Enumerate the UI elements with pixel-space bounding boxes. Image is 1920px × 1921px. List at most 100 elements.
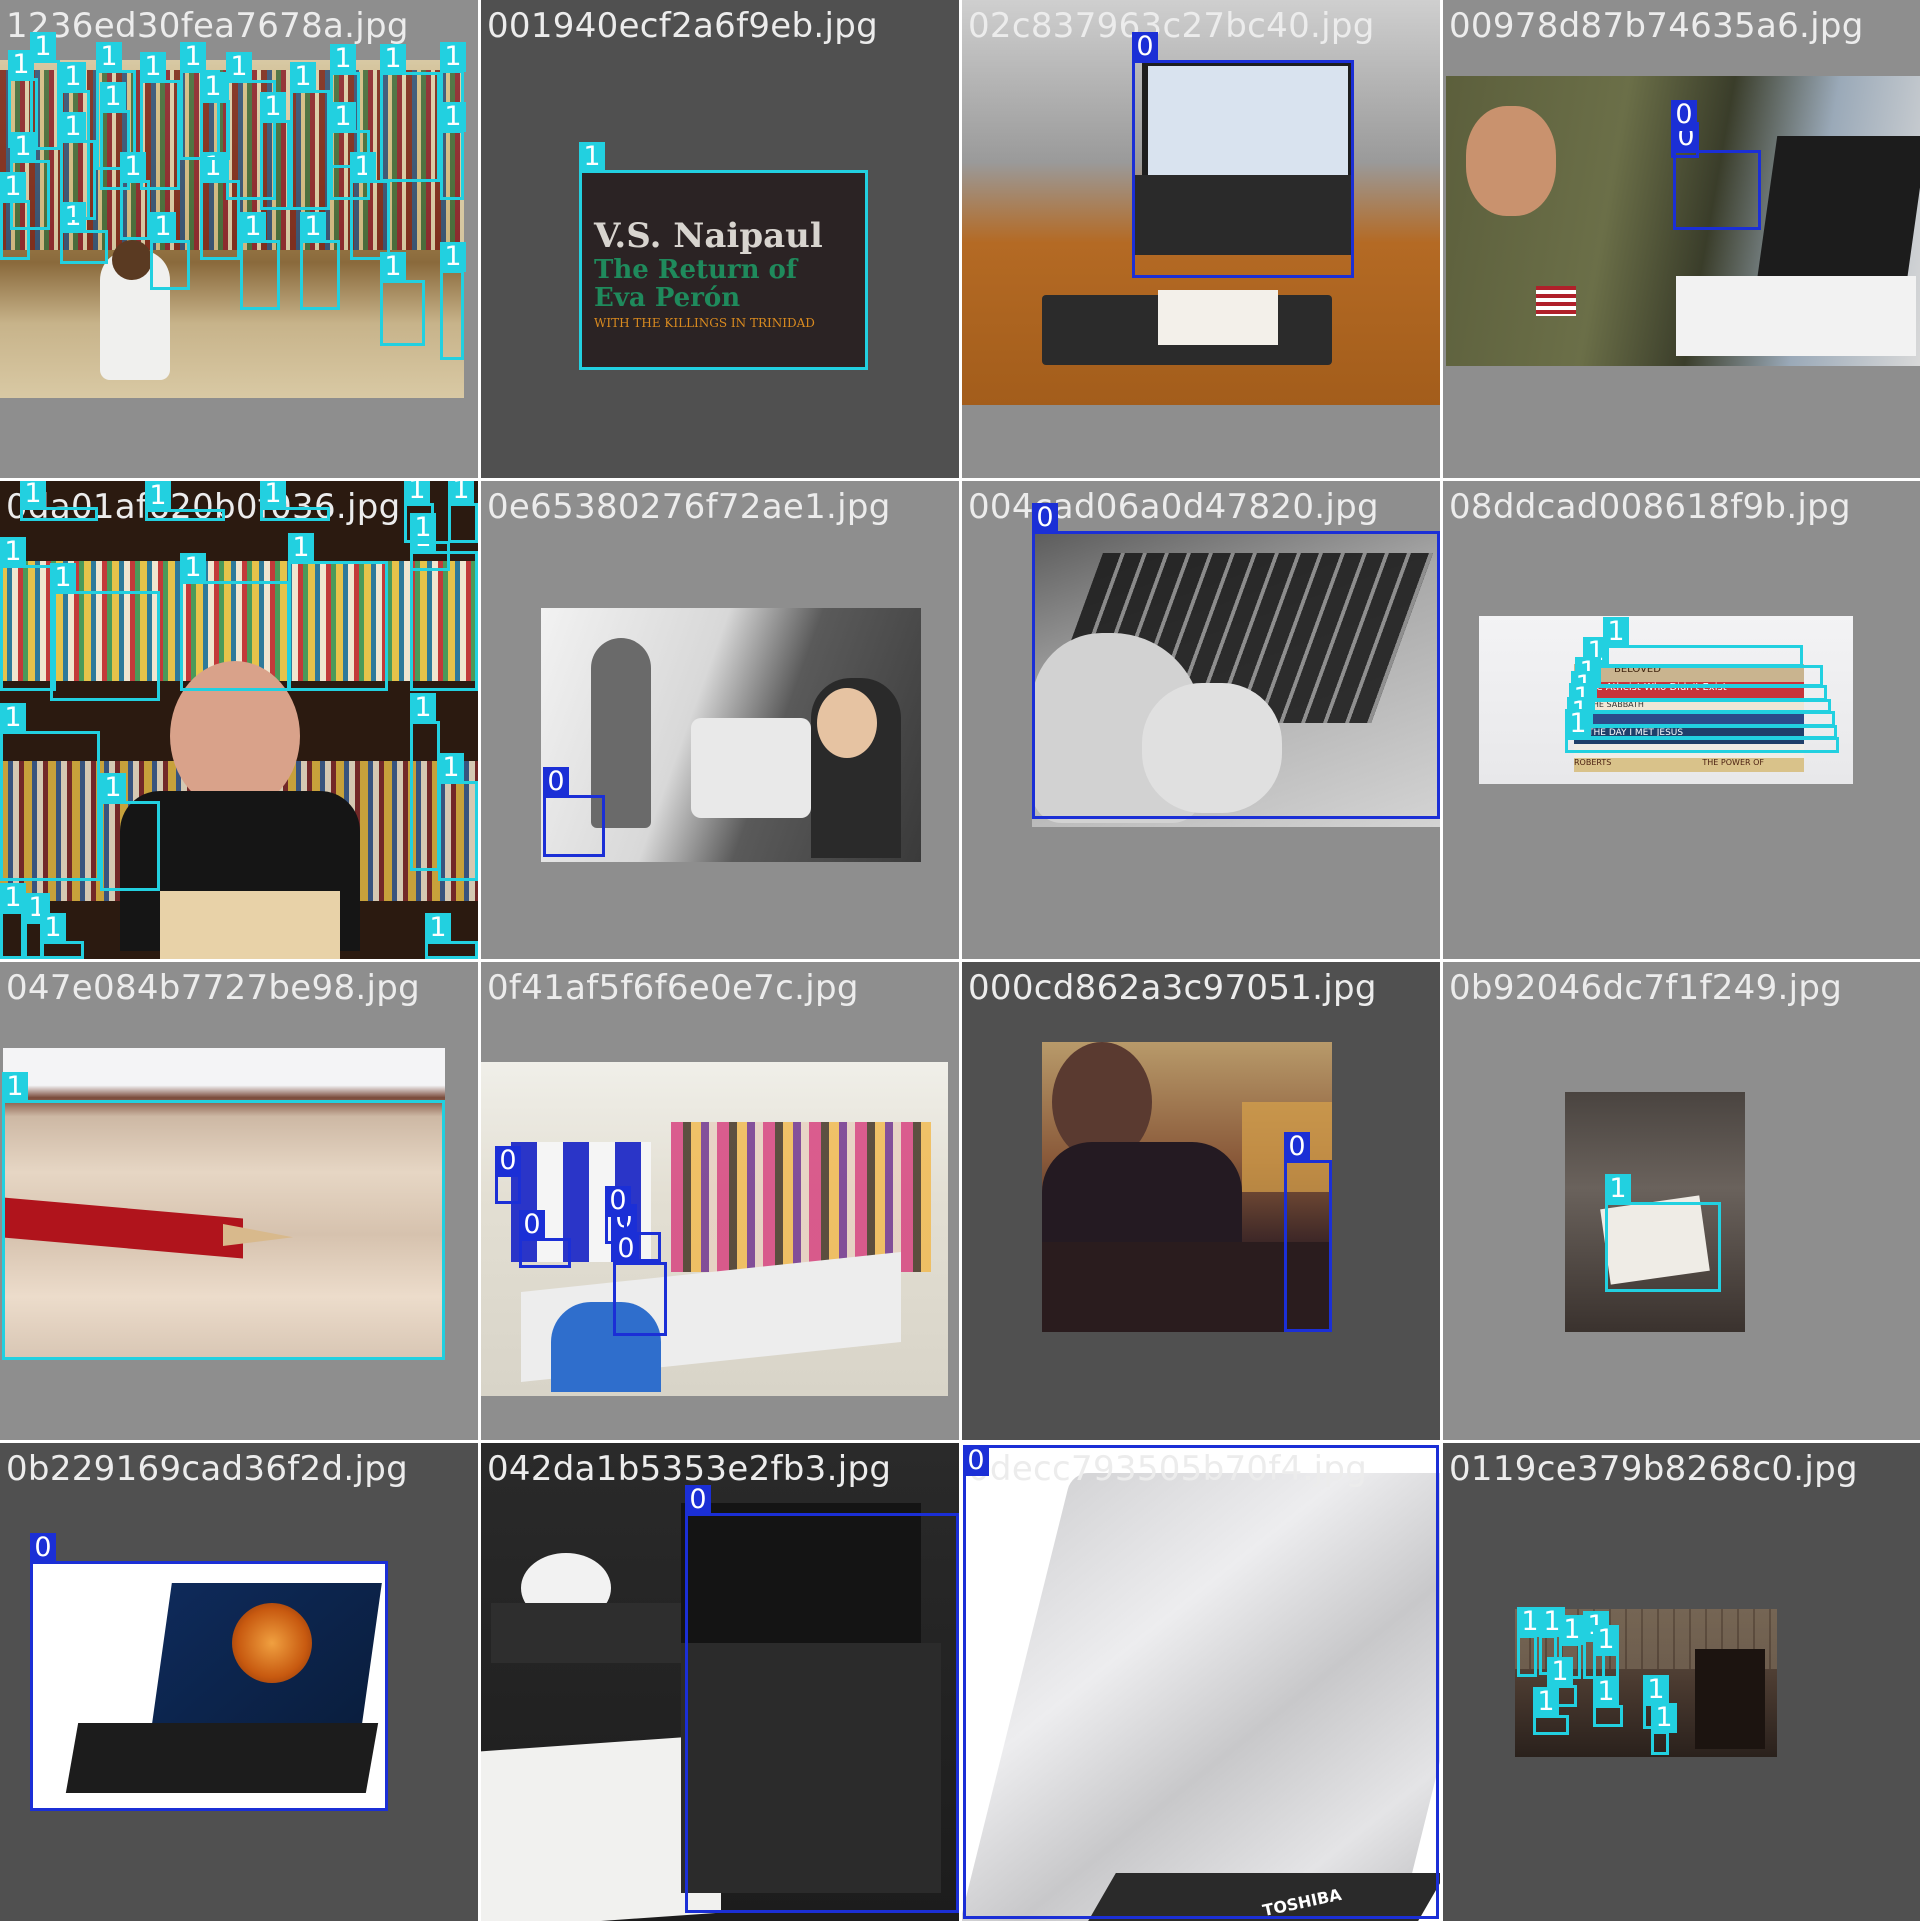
tile[interactable]: 042da1b5353e2fb3.jpg 0 xyxy=(481,1443,959,1921)
class-label: 1 xyxy=(0,883,26,913)
filename: 004cad06a0d47820.jpg xyxy=(968,487,1379,527)
tile[interactable]: 1236ed30fea7678a.jpg 1 1 1 1 1 1 1 1 1 1… xyxy=(0,0,478,478)
class-label: 0 xyxy=(495,1146,521,1176)
photo-hands-keyboard xyxy=(1032,533,1440,827)
filename: 0119ce379b8268c0.jpg xyxy=(1449,1449,1858,1489)
class-label: 1 xyxy=(440,242,466,272)
book-spine: THE POWER OF xyxy=(1702,758,1764,767)
bbox-class-0: 0 xyxy=(543,767,605,857)
bbox-class-1: 1 xyxy=(440,242,466,360)
class-label: 1 xyxy=(440,42,466,72)
class-label: 1 xyxy=(1593,1625,1619,1655)
class-label: 1 xyxy=(96,42,122,72)
class-label: 0 xyxy=(613,1234,639,1264)
photo-laptop-router xyxy=(481,1443,959,1921)
book-spine: BELOVED xyxy=(1574,664,1804,682)
class-label: 1 xyxy=(579,142,605,172)
tile[interactable]: TOSHIBA 0decc793505b70f4.jpg 0 xyxy=(962,1443,1440,1921)
filename: 0decc793505b70f4.jpg xyxy=(968,1449,1368,1489)
tile[interactable]: 0119ce379b8268c0.jpg 1 1 1 1 1 1 1 1 1 1 xyxy=(1443,1443,1920,1921)
bbox-class-1: 1 xyxy=(1565,709,1839,753)
class-label: 1 xyxy=(410,693,436,723)
bbox-class-1: 1 xyxy=(30,32,60,150)
bbox-class-1: 1 xyxy=(50,563,160,701)
bbox-class-0: 0 xyxy=(613,1234,667,1336)
book-subtitle: WITH THE KILLINGS IN TRINIDAD xyxy=(594,315,815,330)
class-label: 1 xyxy=(448,481,474,505)
class-label: 0 xyxy=(1671,100,1697,130)
tile[interactable]: V.S. Naipaul The Return of Eva Perón WIT… xyxy=(481,0,959,478)
bbox-class-1: 1 xyxy=(150,212,190,290)
photo-speaker-bookstore xyxy=(0,481,478,959)
class-label: 0 xyxy=(1032,503,1058,533)
bbox-class-1: 1 xyxy=(410,523,478,691)
class-label: 1 xyxy=(1651,1703,1677,1733)
class-label: 1 xyxy=(200,72,226,102)
bbox-class-1: 1 xyxy=(145,481,225,521)
tile[interactable]: 000cd862a3c97051.jpg 0 xyxy=(962,962,1440,1440)
class-label: 1 xyxy=(100,82,126,112)
filename: 047e084b7727be98.jpg xyxy=(6,968,420,1008)
bbox-class-0: 0 xyxy=(685,1485,959,1913)
class-label: 1 xyxy=(60,112,86,142)
bbox-class-0: 0 xyxy=(1284,1132,1332,1332)
tile[interactable]: 0da01af620b0f036.jpg 1 1 1 1 1 1 1 1 1 1… xyxy=(0,481,478,959)
bbox-class-1: 1 xyxy=(425,913,478,959)
class-label: 1 xyxy=(1517,1607,1543,1637)
bbox-class-1: 1 xyxy=(410,513,450,571)
bbox-class-1: 1 xyxy=(0,537,56,691)
filename: 0b92046dc7f1f249.jpg xyxy=(1449,968,1843,1008)
tile[interactable]: 0e65380276f72ae1.jpg 0 xyxy=(481,481,959,959)
class-label: 1 xyxy=(330,44,356,74)
bbox-class-1: 1 xyxy=(1593,1625,1619,1679)
bbox-class-1: 1 xyxy=(1593,1677,1623,1727)
bbox-class-1: 1 xyxy=(24,893,50,959)
filename: 1236ed30fea7678a.jpg xyxy=(6,6,409,46)
bbox-class-1: 1 xyxy=(2,1072,445,1360)
bbox-class-1: 1 xyxy=(200,72,230,160)
tile[interactable]: 0b229169cad36f2d.jpg 0 xyxy=(0,1443,478,1921)
bbox-class-1: 1 xyxy=(60,202,108,264)
bbox-class-0: 0 xyxy=(1032,503,1440,819)
class-label: 1 xyxy=(300,212,326,242)
bbox-class-1: 1 xyxy=(579,142,868,370)
class-label: 1 xyxy=(1593,1677,1619,1707)
class-label: 1 xyxy=(60,62,86,92)
bbox-class-1: 1 xyxy=(1559,1615,1585,1679)
tile[interactable]: 0b92046dc7f1f249.jpg 1 xyxy=(1443,962,1920,1440)
filename: 00978d87b74635a6.jpg xyxy=(1449,6,1864,46)
bbox-class-1: 1 xyxy=(1547,1657,1577,1707)
bbox-class-1: 1 xyxy=(380,44,440,182)
class-label: 1 xyxy=(24,893,50,923)
class-label: 1 xyxy=(1605,1174,1631,1204)
class-label: 0 xyxy=(543,767,569,797)
bbox-class-0: 0 xyxy=(519,1210,571,1268)
bbox-class-1: 1 xyxy=(1533,1687,1569,1735)
bbox-class-1: 1 xyxy=(288,533,388,691)
class-label: 1 xyxy=(380,44,406,74)
tile[interactable]: 00978d87b74635a6.jpg 0 0 xyxy=(1443,0,1920,478)
bbox-class-1: 1 xyxy=(1517,1607,1543,1677)
bbox-class-0: 0 xyxy=(1671,100,1699,158)
class-label: 1 xyxy=(0,703,26,733)
bbox-class-1: 1 xyxy=(440,42,466,130)
bbox-class-1: 1 xyxy=(0,703,100,881)
bbox-class-1: 1 xyxy=(40,913,84,959)
bbox-class-1: 1 xyxy=(380,252,425,346)
tile[interactable]: 004cad06a0d47820.jpg 0 xyxy=(962,481,1440,959)
class-label: 1 xyxy=(440,102,466,132)
bbox-class-1: 1 xyxy=(60,112,96,220)
class-label: 1 xyxy=(2,1072,28,1102)
photo-pencil-book xyxy=(3,1048,445,1359)
tile[interactable]: 047e084b7727be98.jpg 1 xyxy=(0,962,478,1440)
tile[interactable]: 02c837963c27bc40.jpg 0 xyxy=(962,0,1440,478)
bbox-class-1: 1 xyxy=(120,152,150,240)
tile[interactable]: 0f41af5f6f6e0e7c.jpg 0 0 0 0 0 xyxy=(481,962,959,1440)
tile[interactable]: BELOVED The Atheist Who Didn't Exist THE… xyxy=(1443,481,1920,959)
photo-notebook-hands xyxy=(1565,1092,1745,1332)
filename: 0b229169cad36f2d.jpg xyxy=(6,1449,408,1489)
bbox-class-1: 1 xyxy=(448,481,478,543)
class-label: 1 xyxy=(10,132,36,162)
bbox-class-0: 0 xyxy=(1673,122,1761,230)
